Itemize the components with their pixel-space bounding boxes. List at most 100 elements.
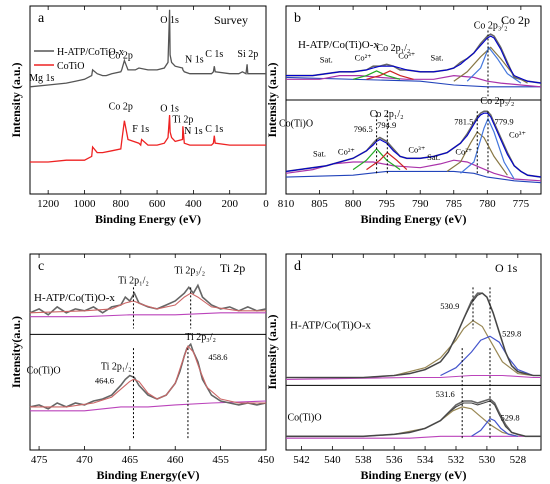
- x-tick-label: 455: [212, 454, 229, 466]
- panel-annotation: Ti 2p: [220, 261, 245, 275]
- lower-baseline: [285, 170, 542, 184]
- x-tick-label: 0: [263, 198, 269, 210]
- x-tick-label: 790: [412, 198, 429, 210]
- x-tick-label: 600: [149, 198, 166, 210]
- x-tick-label: 475: [31, 454, 48, 466]
- upper-peak-label: 530.9: [440, 301, 459, 311]
- upper-sample-name: H-ATP/Co(Ti)O-x: [34, 292, 115, 304]
- lower-peak-label: 796.5: [354, 124, 373, 134]
- x-tick-label: 530: [479, 454, 496, 466]
- lower-peak-label: Co(Ti)O: [27, 366, 61, 377]
- lower-component-peak: [366, 151, 408, 171]
- upper-peak-label: Co²⁺: [355, 53, 372, 63]
- x-tick-label: 800: [113, 198, 130, 210]
- upper-component-peak: [286, 74, 542, 88]
- upper-peak-label: Sat.: [430, 53, 443, 63]
- lower-peak-label: Co³⁺: [509, 130, 526, 140]
- x-tick-label: 536: [386, 454, 403, 466]
- peak-label: Co 2p: [109, 51, 133, 62]
- panel-letter: d: [294, 259, 301, 274]
- x-tick-label: 805: [311, 198, 328, 210]
- x-tick-label: 400: [185, 198, 202, 210]
- upper-peak-label: 529.8: [502, 328, 521, 338]
- panel-a: 1200 1000 800 600 400 200 0 Binding Energy (eV)…: [9, 5, 269, 226]
- upper-component-peak: [352, 70, 401, 80]
- legend-entry: H-ATP/CoTiO-x: [57, 47, 124, 58]
- peak-label: C 1s: [205, 124, 223, 135]
- upper-component-peak: [466, 46, 522, 84]
- upper-component-peak: [366, 70, 414, 80]
- series-line-CoTiO: [30, 114, 266, 163]
- upper-peak-label: Co³⁺: [398, 51, 415, 61]
- lower-peak-label: Ti 2p₁/₂: [101, 362, 132, 373]
- lower-peak-label: Co²⁺: [455, 147, 472, 157]
- lower-peak-label: 794.9: [377, 120, 396, 130]
- x-tick-label: 1200: [37, 198, 60, 210]
- peak-label: N 1s: [185, 54, 204, 65]
- y-axis-label: Intensity(a.u.): [9, 316, 23, 388]
- x-tick-label: 465: [122, 454, 139, 466]
- x-tick-label: 1000: [73, 198, 96, 210]
- legend-entry: CoTiO: [57, 61, 84, 72]
- peak-label: O 1s: [160, 103, 179, 114]
- peak-label: C 1s: [205, 49, 223, 60]
- lower-component-peak: [471, 417, 518, 437]
- x-tick-label: 200: [221, 198, 238, 210]
- peak-label: Si 2p: [237, 49, 258, 60]
- lower-fit-envelope: [285, 112, 542, 178]
- lower-peak-label: Co²⁺: [338, 147, 355, 157]
- lower-peak-label: Co 2p₃/₂: [480, 96, 514, 107]
- lower-peak-label: 531.6: [436, 389, 455, 399]
- panel-annotation: O 1s: [495, 261, 518, 275]
- panel-letter: a: [38, 11, 45, 26]
- peak-label: O 1s: [160, 15, 179, 26]
- upper-baseline: [285, 76, 541, 88]
- upper-fit-envelope: [286, 35, 542, 84]
- peak-label: Co 2p: [109, 101, 133, 112]
- plot-frame: [29, 5, 267, 195]
- upper-raw-spectrum: [29, 283, 267, 316]
- plot-frame: [29, 253, 267, 451]
- lower-component-peak: [285, 159, 542, 182]
- lower-peak-label: 458.6: [208, 352, 227, 362]
- lower-fit-envelope: [286, 400, 541, 437]
- x-axis-label: Binding Energy (eV): [95, 212, 201, 226]
- upper-component-peak: [440, 335, 534, 377]
- lower-peak-label: Co³⁺: [408, 145, 425, 155]
- plot-frame: [285, 253, 542, 451]
- upper-peak-label: Co 2p₃/₂: [474, 21, 508, 32]
- x-tick-label: 785: [446, 198, 463, 210]
- x-tick-label: 528: [510, 454, 527, 466]
- upper-peak-label: Ti 2p₁/₂: [118, 275, 149, 286]
- x-axis-label: Binding Energy (eV): [360, 468, 466, 482]
- x-axis-label: Binding Energy (eV): [360, 212, 466, 226]
- upper-peak-label: Ti 2p₃/₂: [174, 266, 205, 277]
- x-tick-label: 450: [258, 454, 275, 466]
- lower-peak-label: Co(Ti)O: [279, 118, 313, 129]
- lower-raw-spectrum: [29, 342, 267, 410]
- lower-peak-label: 779.9: [495, 116, 514, 126]
- peak-label: Ti 2p: [172, 115, 193, 126]
- lower-peak-label: Co(Ti)O: [287, 413, 321, 424]
- lower-component-peak: [460, 117, 515, 180]
- lower-peak-label: 529.8: [501, 413, 520, 423]
- x-tick-label: 780: [479, 198, 496, 210]
- x-axis-label: Binding Energy(eV): [96, 468, 199, 482]
- lower-baseline: [30, 400, 267, 412]
- x-tick-label: 534: [417, 454, 434, 466]
- upper-fit-envelope: [286, 292, 541, 379]
- x-tick-label: 775: [513, 198, 530, 210]
- upper-baseline: [30, 312, 266, 318]
- lower-peak-label: 781.5: [454, 116, 473, 126]
- series-line-H-ATP/CoTiO-x: [29, 9, 266, 88]
- lower-peak-label: Ti 2p₃/₂: [185, 332, 216, 343]
- x-tick-label: 470: [76, 454, 93, 466]
- y-axis-label: Intensity (a.u.): [265, 314, 279, 389]
- peak-label: Mg 1s: [29, 73, 54, 84]
- upper-baseline: [285, 374, 541, 380]
- panel-letter: b: [294, 11, 301, 26]
- panel-c: 475 470 465 460 455 450 Binding Energy(eV) Inte…: [9, 253, 275, 482]
- y-axis-label: Intensity (a.u.): [9, 62, 23, 137]
- lower-peak-label: Co 2p₁/₂: [370, 109, 404, 120]
- peak-label: F 1s: [132, 124, 149, 135]
